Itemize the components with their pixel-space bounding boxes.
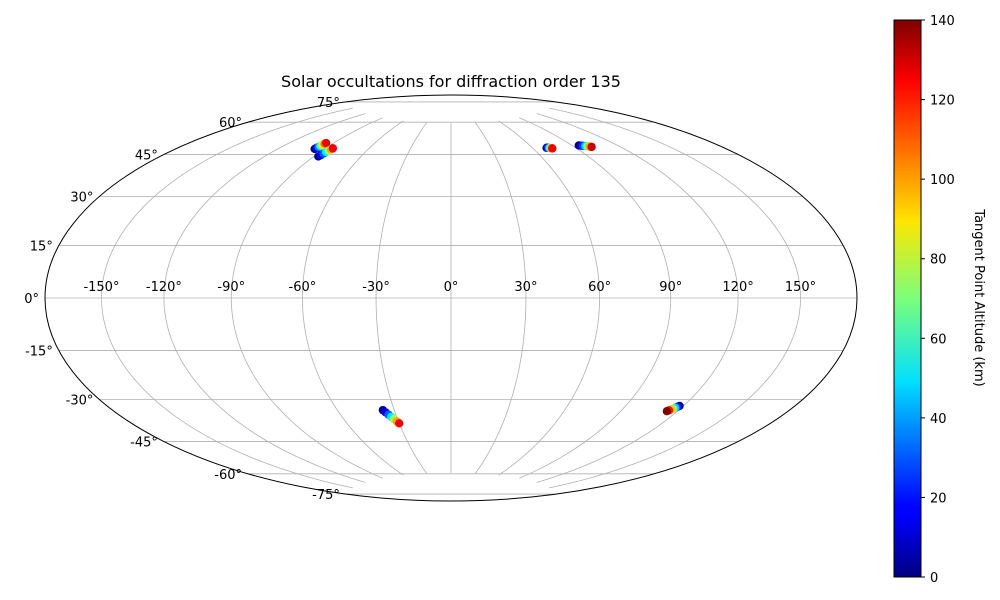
- colorbar-tick-label: 80: [930, 253, 947, 268]
- y-tick-label: 30°: [70, 191, 93, 206]
- y-tick-label: -60°: [214, 468, 242, 483]
- colorbar-label: Tangent Point Altitude (km): [971, 208, 986, 386]
- longitude-tick-labels: -150° -120° -90° -60° -30° 0° 30° 60° 90° 120° 150…: [83, 280, 816, 295]
- y-tick-label: -30°: [66, 394, 94, 409]
- x-tick-label: 120°: [722, 280, 753, 295]
- colorbar-tick-label: 0: [930, 571, 938, 586]
- scatter-point: [395, 419, 404, 428]
- scatter-point: [548, 144, 557, 153]
- y-tick-label: 15°: [30, 239, 53, 254]
- colorbar-tick-label: 140: [930, 14, 955, 29]
- y-tick-label: 45°: [135, 148, 158, 163]
- colorbar-tick-label: 100: [930, 173, 955, 188]
- chart-title: Solar occultations for diffraction order…: [281, 72, 621, 91]
- y-tick-label: -45°: [130, 436, 158, 451]
- x-tick-label: 30°: [514, 280, 537, 295]
- colorbar-tick-label: 20: [930, 491, 947, 506]
- x-tick-label: -30°: [362, 280, 390, 295]
- meridian-line: [549, 107, 801, 489]
- graticule: [45, 101, 857, 495]
- map-boundary: [44, 94, 858, 502]
- y-tick-label: -15°: [25, 345, 53, 360]
- meridian-line: [301, 120, 404, 476]
- x-tick-label: -90°: [217, 280, 245, 295]
- x-tick-label: -60°: [289, 280, 317, 295]
- meridian-line: [475, 122, 527, 474]
- meridian-line: [163, 113, 366, 483]
- colorbar-ticks: 0 20 40 60 80 100 120 140: [921, 14, 955, 586]
- meridian-line: [519, 117, 672, 479]
- scatter-point: [321, 138, 331, 148]
- colorbar-gradient: [893, 19, 922, 578]
- x-tick-label: 60°: [588, 280, 611, 295]
- colorbar-tick-label: 40: [930, 412, 947, 427]
- y-tick-label: -75°: [312, 488, 340, 503]
- scatter-point: [328, 144, 338, 153]
- y-tick-label: 60°: [219, 116, 242, 131]
- latitude-tick-labels: -75° -60° -45° -30° -15° 0° 15° 30° 45° 60° 75°: [24, 96, 340, 503]
- colorbar-tick-label: 120: [930, 94, 955, 109]
- scatter-points: [310, 138, 684, 428]
- x-tick-label: -120°: [146, 280, 182, 295]
- meridian-line: [536, 113, 739, 483]
- scatter-point: [587, 142, 596, 152]
- meridian-line: [498, 120, 601, 476]
- x-tick-label: 0°: [444, 280, 459, 295]
- colorbar: 0 20 40 60 80 100 120 140 Tangent Point Altitud…: [893, 14, 986, 586]
- map-plot-area: -150° -120° -90° -60° -30° 0° 30° 60° 90° 120° 150…: [24, 94, 858, 503]
- meridian-line: [230, 117, 383, 479]
- scatter-point: [662, 407, 672, 416]
- y-tick-label: 75°: [317, 96, 340, 111]
- colorbar-tick-label: 60: [930, 332, 947, 347]
- x-tick-label: 150°: [785, 280, 816, 295]
- y-tick-label: 0°: [24, 292, 39, 307]
- x-tick-label: 90°: [659, 280, 682, 295]
- x-tick-label: -150°: [83, 280, 119, 295]
- meridian-line: [101, 107, 353, 489]
